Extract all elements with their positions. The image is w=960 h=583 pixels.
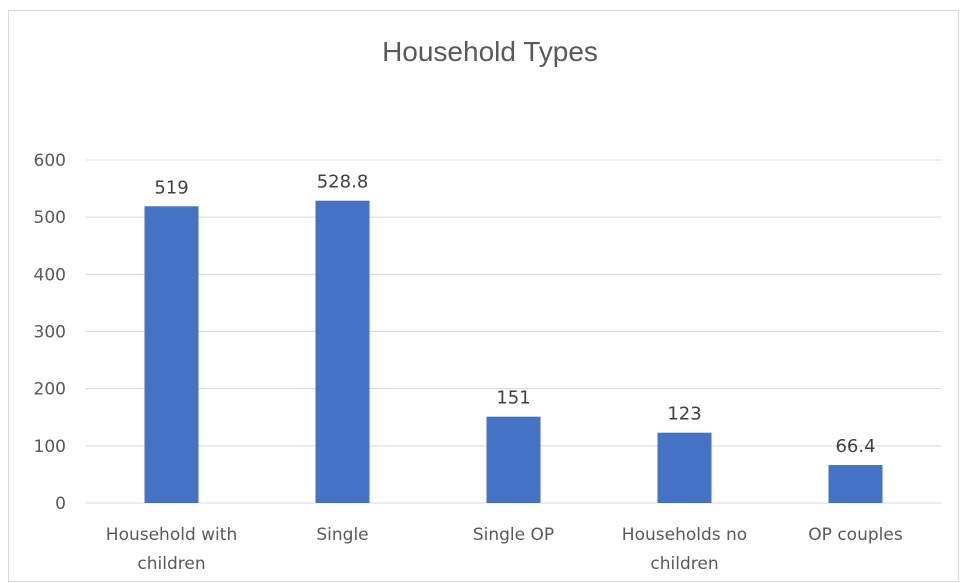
y-tick-label: 600 (34, 151, 66, 171)
x-tick-label: Households no (622, 525, 747, 545)
y-tick-label: 0 (55, 494, 66, 514)
bar (144, 206, 199, 503)
x-tick-label: OP couples (808, 525, 903, 545)
y-tick-label: 300 (34, 323, 66, 343)
data-label: 123 (667, 404, 701, 425)
y-tick-label: 100 (34, 437, 66, 457)
bar (315, 200, 370, 503)
data-label: 151 (496, 388, 530, 409)
bars (144, 200, 883, 503)
y-tick-label: 200 (34, 380, 66, 400)
y-axis: 0 100 200 300 400 500 600 (34, 151, 66, 514)
data-labels: 519 528.8 151 123 66.4 (154, 172, 875, 457)
data-label: 519 (154, 177, 188, 198)
x-tick-label: children (650, 554, 718, 574)
data-label: 66.4 (835, 436, 875, 457)
chart-title: Household Types (382, 36, 598, 67)
x-tick-label: Household with (106, 525, 237, 545)
bar (657, 432, 712, 503)
x-tick-label: Single OP (473, 525, 554, 545)
x-tick-label: Single (316, 525, 368, 545)
gridlines (86, 159, 941, 504)
x-tick-label: children (137, 554, 205, 574)
bar (486, 416, 541, 503)
data-label: 528.8 (317, 172, 369, 193)
x-axis: Household with children Single Single OP Hou… (106, 525, 903, 574)
bar (828, 465, 883, 503)
y-tick-label: 500 (34, 208, 66, 228)
y-tick-label: 400 (34, 265, 66, 285)
